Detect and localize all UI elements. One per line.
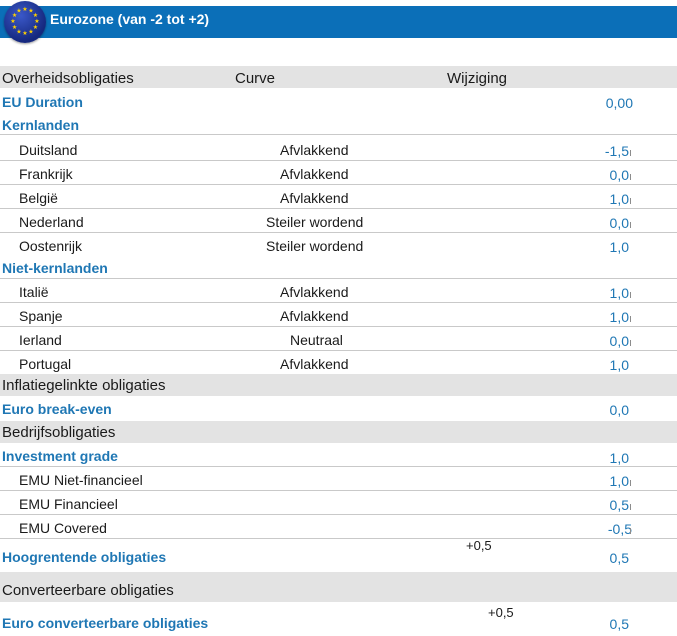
portugal-label: Portugal <box>19 356 72 372</box>
nederland-label: Nederland <box>19 214 84 230</box>
eu-duration-value: 0,00 <box>605 95 633 111</box>
portugal-value: 1,0 <box>609 357 629 373</box>
duitsland-curve: Afvlakkend <box>280 142 349 158</box>
ierland-curve: Neutraal <box>290 332 343 348</box>
belgie-curve: Afvlakkend <box>280 190 349 206</box>
value-tick <box>630 480 631 486</box>
row-separator <box>0 278 677 279</box>
svg-text:★: ★ <box>22 30 27 37</box>
hoogrentend-label: Hoogrentende obligaties <box>2 549 167 565</box>
column-header-curve: Curve <box>235 70 276 87</box>
emu-niet-financieel-value: 1,0 <box>609 473 629 489</box>
title-banner: Eurozone (van -2 tot +2) <box>0 6 677 38</box>
row-separator <box>0 232 677 233</box>
row-separator <box>0 208 677 209</box>
value-tick <box>630 150 631 156</box>
nederland-value: 0,0 <box>609 215 629 231</box>
belgie-value: 1,0 <box>609 191 629 207</box>
inflatie-section-title: Inflatiegelinkte obligaties <box>2 377 166 394</box>
value-tick <box>630 292 631 298</box>
portugal-curve: Afvlakkend <box>280 356 349 372</box>
euro-breakeven-value: 0,0 <box>609 402 629 418</box>
value-tick <box>630 222 631 228</box>
section-band-bedrijf <box>0 421 677 443</box>
row-separator <box>0 466 677 467</box>
svg-text:★: ★ <box>16 28 21 35</box>
eu-duration-label: EU Duration <box>2 94 83 110</box>
column-header-overheidsobligaties: Overheidsobligaties <box>2 70 134 87</box>
investment-grade-label: Investment grade <box>2 448 118 464</box>
svg-text:★: ★ <box>16 8 21 15</box>
niet-kernlanden-heading: Niet-kernlanden <box>2 260 108 276</box>
svg-text:★: ★ <box>12 12 17 19</box>
italie-label: Italië <box>19 284 49 300</box>
value-tick <box>630 174 631 180</box>
row-separator <box>0 490 677 491</box>
row-separator <box>0 134 677 135</box>
value-tick <box>630 504 631 510</box>
row-separator <box>0 326 677 327</box>
row-separator <box>0 184 677 185</box>
column-header-wijziging: Wijziging <box>447 70 508 87</box>
kernlanden-heading: Kernlanden <box>2 117 80 133</box>
frankrijk-value: 0,0 <box>609 167 629 183</box>
row-separator <box>0 302 677 303</box>
spanje-label: Spanje <box>19 308 63 324</box>
belgie-label: België <box>19 190 58 206</box>
euro-conv-change: +0,5 <box>488 605 514 620</box>
value-tick <box>630 528 631 534</box>
oostenrijk-curve: Steiler wordend <box>266 238 364 254</box>
spanje-value: 1,0 <box>609 309 629 325</box>
value-tick <box>630 316 631 322</box>
ierland-value: 0,0 <box>609 333 629 349</box>
duitsland-value: -1,5 <box>604 143 629 159</box>
euro-conv-label: Euro converteerbare obligaties <box>2 615 209 631</box>
ierland-label: Ierland <box>19 332 62 348</box>
svg-text:★: ★ <box>34 18 39 25</box>
row-separator <box>0 160 677 161</box>
bedrijf-section-title: Bedrijfsobligaties <box>2 424 116 441</box>
svg-text:★: ★ <box>22 6 27 13</box>
italie-value: 1,0 <box>609 285 629 301</box>
frankrijk-curve: Afvlakkend <box>280 166 349 182</box>
svg-text:★: ★ <box>33 12 38 19</box>
frankrijk-label: Frankrijk <box>19 166 73 182</box>
emu-covered-label: EMU Covered <box>19 520 107 536</box>
section-band-converteerbaar <box>0 572 677 602</box>
oostenrijk-value: 1,0 <box>609 239 629 255</box>
spanje-curve: Afvlakkend <box>280 308 349 324</box>
svg-text:★: ★ <box>12 24 17 31</box>
euro-breakeven-label: Euro break-even <box>2 401 112 417</box>
eu-flag-icon: ★ ★ ★ ★ ★ ★ ★ ★ ★ ★ ★ ★ <box>4 1 46 43</box>
svg-text:★: ★ <box>28 8 33 15</box>
emu-financieel-value: 0,5 <box>609 497 629 513</box>
banner-title: Eurozone (van -2 tot +2) <box>50 11 210 27</box>
emu-niet-financieel-label: EMU Niet-financieel <box>19 472 143 488</box>
row-separator <box>0 514 677 515</box>
oostenrijk-label: Oostenrijk <box>19 238 83 254</box>
investment-grade-value: 1,0 <box>609 450 629 466</box>
row-separator <box>0 350 677 351</box>
column-header-band <box>0 66 677 88</box>
section-band-inflatie <box>0 374 677 396</box>
hoogrentend-change: +0,5 <box>466 538 492 553</box>
nederland-curve: Steiler wordend <box>266 214 364 230</box>
row-separator <box>0 538 677 539</box>
hoogrentend-value: 0,5 <box>609 550 629 566</box>
svg-text:★: ★ <box>10 18 15 25</box>
value-tick <box>630 340 631 346</box>
duitsland-label: Duitsland <box>19 142 78 158</box>
emu-covered-value: -0,5 <box>607 521 632 537</box>
emu-financieel-label: EMU Financieel <box>19 496 118 512</box>
svg-text:★: ★ <box>28 28 33 35</box>
svg-text:★: ★ <box>33 24 38 31</box>
value-tick <box>630 198 631 204</box>
converteerbaar-section-title: Converteerbare obligaties <box>2 582 174 599</box>
italie-curve: Afvlakkend <box>280 284 349 300</box>
euro-conv-value: 0,5 <box>609 616 629 632</box>
